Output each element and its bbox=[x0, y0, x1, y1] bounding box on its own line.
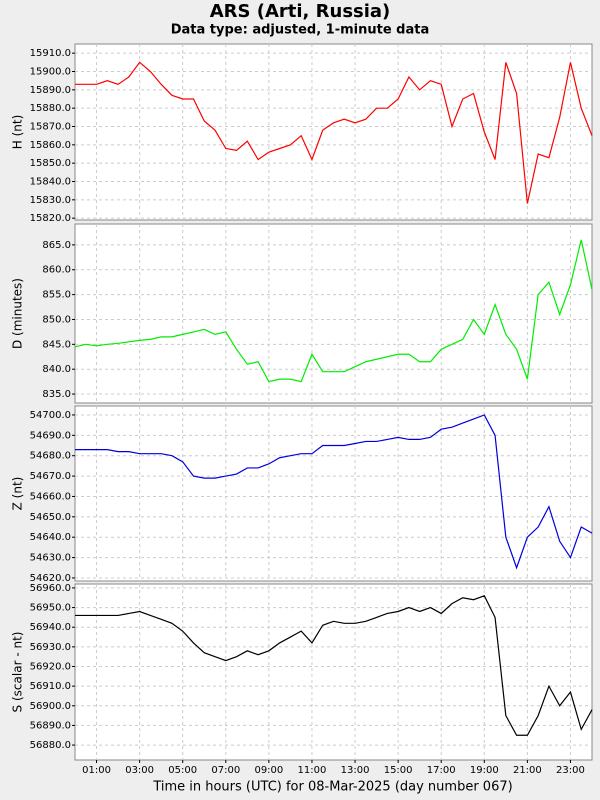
y-tick-label: 865.0 bbox=[42, 240, 71, 251]
y-tick-label: 56900.0 bbox=[30, 701, 71, 712]
x-tick-label: 17:00 bbox=[427, 765, 456, 776]
plot-area bbox=[74, 583, 593, 761]
y-axis-label: D (minutes) bbox=[11, 278, 25, 349]
x-tick-label: 05:00 bbox=[168, 765, 197, 776]
y-tick-label: 54620.0 bbox=[30, 573, 71, 584]
y-tick-label: 54650.0 bbox=[30, 512, 71, 523]
y-tick-label: 15850.0 bbox=[30, 158, 71, 169]
x-tick-label: 19:00 bbox=[470, 765, 499, 776]
chart-subtitle: Data type: adjusted, 1-minute data bbox=[171, 23, 430, 38]
data-line bbox=[75, 61, 593, 204]
x-axis-label: Time in hours (UTC) for 08-Mar-2025 (day… bbox=[152, 780, 512, 795]
x-tick-label: 01:00 bbox=[82, 765, 111, 776]
y-tick-label: 835.0 bbox=[42, 389, 71, 400]
y-tick-label: 54670.0 bbox=[30, 471, 71, 482]
y-tick-label: 56890.0 bbox=[30, 720, 71, 731]
y-tick-label: 56960.0 bbox=[30, 583, 71, 594]
y-tick-label: 56940.0 bbox=[30, 622, 71, 633]
y-tick-label: 56950.0 bbox=[30, 603, 71, 614]
y-tick-label: 15870.0 bbox=[30, 122, 71, 133]
y-tick-label: 15830.0 bbox=[30, 195, 71, 206]
y-tick-label: 56880.0 bbox=[30, 740, 71, 751]
y-tick-label: 15860.0 bbox=[30, 140, 71, 151]
data-line bbox=[74, 239, 593, 383]
y-axis-label: H (nt) bbox=[11, 115, 25, 150]
x-tick-label: 21:00 bbox=[513, 765, 542, 776]
y-tick-label: 850.0 bbox=[42, 314, 71, 325]
y-tick-label: 15840.0 bbox=[30, 177, 71, 188]
x-tick-label: 23:00 bbox=[556, 765, 585, 776]
data-line bbox=[75, 595, 593, 736]
y-tick-label: 15880.0 bbox=[30, 103, 71, 114]
y-tick-label: 15890.0 bbox=[30, 85, 71, 96]
y-tick-label: 840.0 bbox=[42, 364, 71, 375]
y-tick-label: 56920.0 bbox=[30, 662, 71, 673]
y-tick-label: 855.0 bbox=[42, 290, 71, 301]
y-tick-label: 860.0 bbox=[42, 265, 71, 276]
x-tick-label: 09:00 bbox=[254, 765, 283, 776]
y-tick-label: 54690.0 bbox=[30, 430, 71, 441]
y-tick-label: 15900.0 bbox=[30, 67, 71, 78]
plot-area bbox=[74, 43, 593, 221]
y-tick-label: 15820.0 bbox=[30, 213, 71, 224]
y-tick-label: 56910.0 bbox=[30, 681, 71, 692]
plot-area bbox=[74, 405, 593, 582]
x-tick-label: 03:00 bbox=[125, 765, 154, 776]
y-tick-label: 845.0 bbox=[42, 339, 71, 350]
x-tick-label: 13:00 bbox=[341, 765, 370, 776]
chart-title: ARS (Arti, Russia) bbox=[210, 1, 391, 22]
x-tick-label: 15:00 bbox=[384, 765, 413, 776]
y-axis-label: Z (nt) bbox=[11, 477, 25, 511]
y-tick-label: 56930.0 bbox=[30, 642, 71, 653]
x-tick-label: 07:00 bbox=[211, 765, 240, 776]
y-tick-label: 15910.0 bbox=[30, 48, 71, 59]
y-tick-label: 54660.0 bbox=[30, 491, 71, 502]
y-tick-label: 54680.0 bbox=[30, 451, 71, 462]
y-tick-label: 54700.0 bbox=[30, 410, 71, 421]
y-tick-label: 54630.0 bbox=[30, 553, 71, 564]
plot-area bbox=[74, 223, 593, 404]
data-line bbox=[75, 414, 593, 570]
x-tick-label: 11:00 bbox=[298, 765, 327, 776]
y-axis-label: S (scalar - nt) bbox=[11, 632, 25, 713]
y-tick-label: 54640.0 bbox=[30, 532, 71, 543]
